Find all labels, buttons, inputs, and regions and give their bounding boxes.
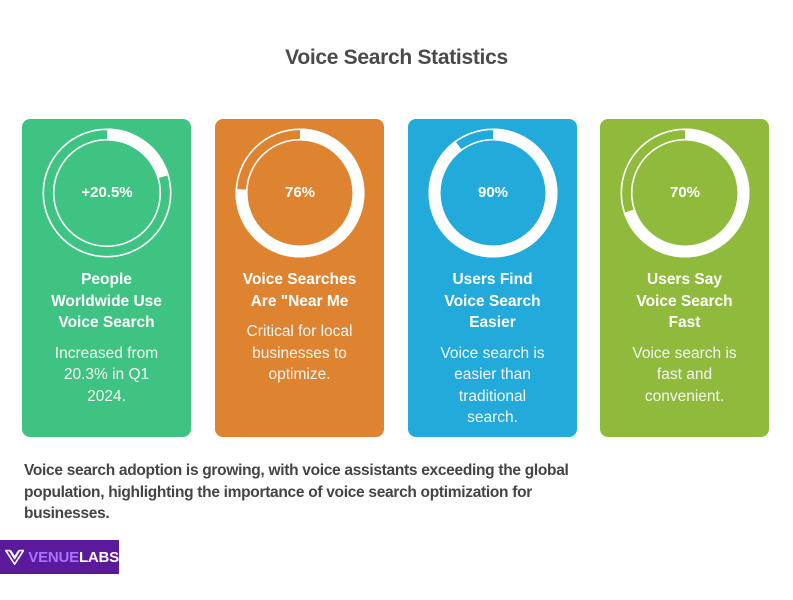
card-heading: Voice Searches Are "Near Me [223, 269, 376, 312]
progress-ring-icon [620, 128, 750, 258]
summary-line: population, highlighting the importance … [24, 483, 532, 501]
card-description-line: businesses to [252, 344, 347, 362]
card-heading-line: Voice Search [444, 292, 541, 310]
card-heading: People Worldwide Use Voice Search [30, 269, 183, 334]
card-description: Increased from 20.3% in Q1 2024. [32, 343, 181, 408]
summary-line: Voice search adoption is growing, with v… [24, 462, 569, 479]
card-heading-line: Users Find [452, 271, 533, 288]
card-heading-line: Users Say [647, 271, 722, 288]
stat-value: +20.5% [81, 184, 133, 201]
stat-card: 76% Voice Searches Are "Near Me Critical fo… [215, 119, 384, 437]
card-description-line: 20.3% in Q1 [63, 366, 150, 383]
card-description-line: Increased from [54, 344, 159, 362]
progress-ring-icon [428, 128, 558, 258]
card-description-line: easier than [454, 366, 531, 383]
stat-value: 76% [284, 184, 316, 201]
progress-ring: 76% [235, 128, 365, 258]
card-heading-line: Voice Search [58, 314, 155, 331]
card-description: Voice search is easier than traditional sea… [418, 343, 567, 429]
progress-ring: 70% [620, 128, 750, 258]
card-heading-line: Worldwide Use [51, 292, 162, 310]
card-heading-line: People [81, 271, 132, 288]
card-heading: Users Find Voice Search Easier [416, 269, 569, 334]
summary-line: businesses. [24, 505, 110, 522]
page-title: Voice Search Statistics [285, 46, 508, 69]
card-heading-line: Easier [469, 314, 516, 331]
card-description: Critical for local businesses to optimize. [225, 321, 374, 386]
venuelabs-v-logo-icon [5, 549, 25, 566]
card-heading-line: Voice Searches [242, 271, 357, 288]
card-description-line: search. [467, 409, 518, 426]
card-description-line: Voice search is [632, 344, 737, 362]
card-heading-line: Voice Search [636, 292, 733, 310]
progress-ring: 90% [428, 128, 558, 258]
stat-card: +20.5% People Worldwide Use Voice Search Inc… [22, 119, 191, 437]
summary-text: Voice search adoption is growing, with v… [24, 460, 664, 525]
card-heading-line: Are "Near Me [250, 292, 349, 310]
progress-ring: +20.5% [42, 128, 172, 258]
card-description-line: optimize. [268, 366, 331, 383]
stat-card: 90% Users Find Voice Search Easier Voice sea… [408, 119, 577, 437]
card-description-line: 2024. [87, 387, 126, 405]
card-description-line: Voice search is [440, 344, 545, 362]
card-description-line: convenient. [644, 387, 725, 405]
stat-value: 90% [477, 184, 509, 201]
progress-ring-icon [235, 128, 365, 258]
venuelabs-logo: VENUELABS [0, 540, 119, 574]
card-heading: Users Say Voice Search Fast [608, 269, 761, 334]
card-description-line: fast and [656, 366, 713, 383]
stat-card: 70% Users Say Voice Search Fast Voice search… [600, 119, 769, 437]
logo-text: VENUELABS [28, 548, 119, 566]
stat-value: 70% [669, 184, 701, 201]
card-description: Voice search is fast and convenient. [610, 343, 759, 408]
card-description-line: traditional [458, 387, 527, 405]
card-heading-line: Fast [668, 314, 701, 331]
progress-ring-icon [42, 128, 172, 258]
card-description-line: Critical for local [246, 323, 353, 340]
